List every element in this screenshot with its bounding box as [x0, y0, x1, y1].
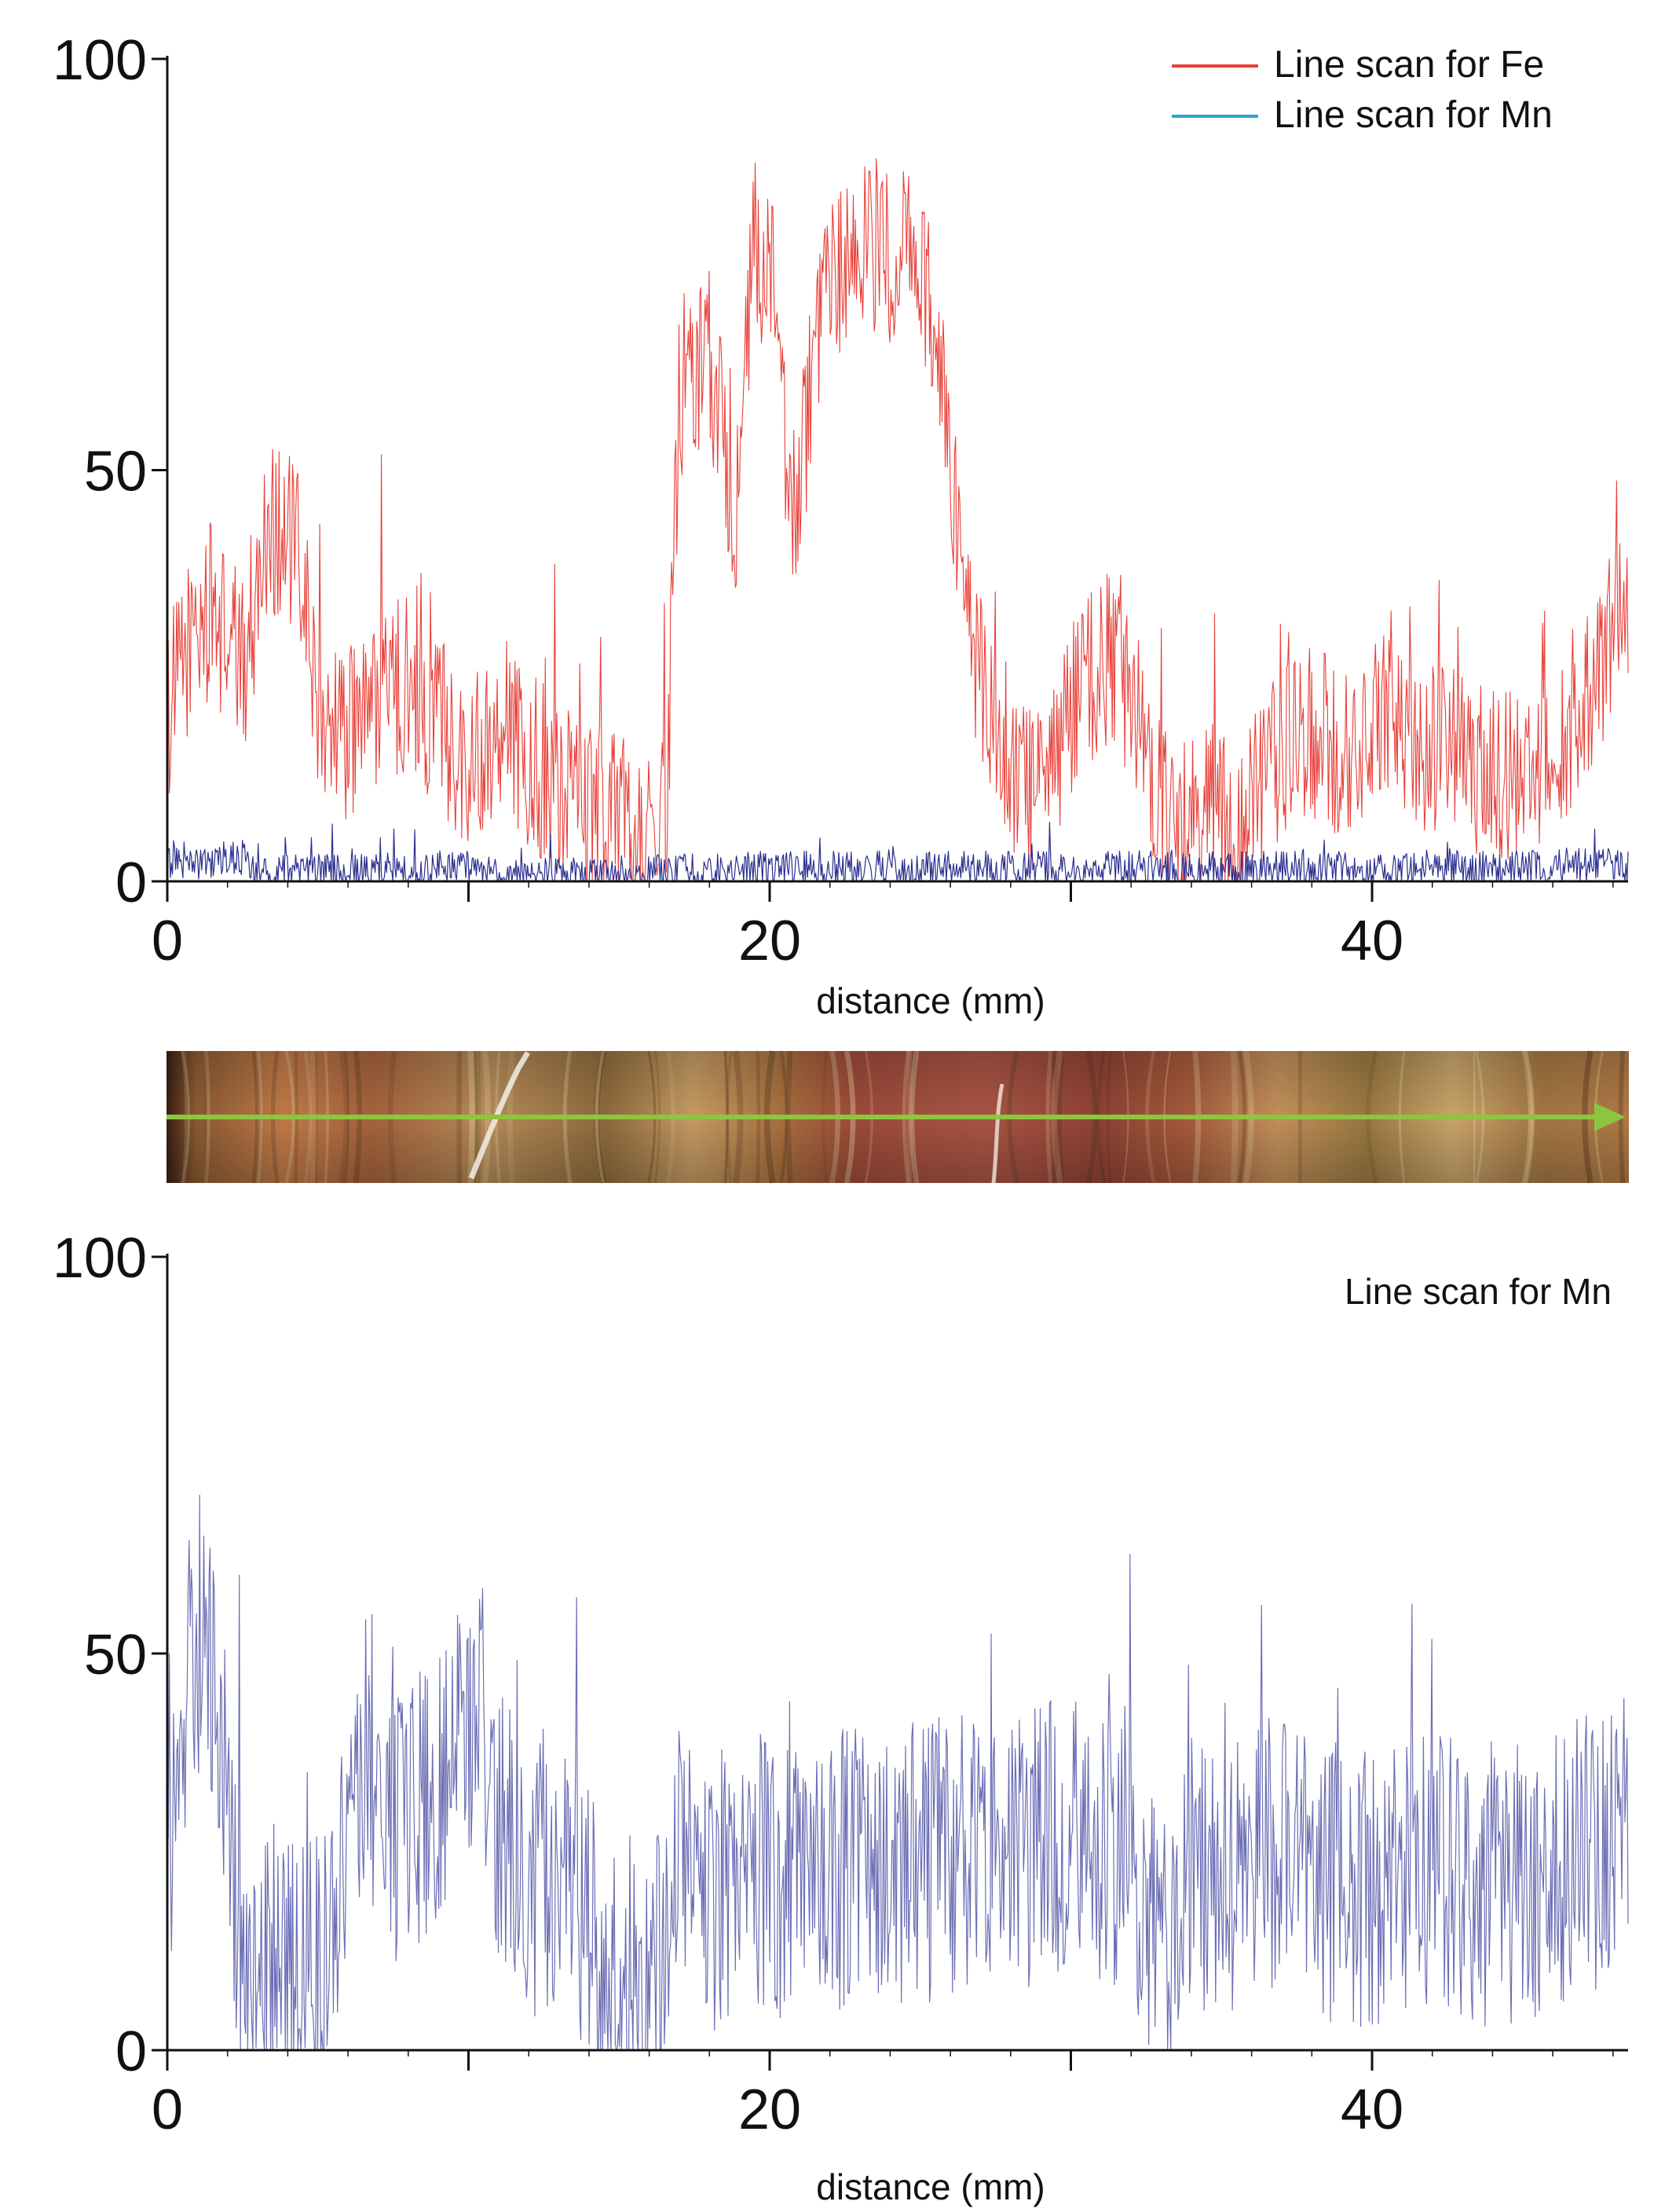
y-tick-label: 100 — [53, 1227, 147, 1290]
legend: Line scan for Fe Line scan for Mn — [1172, 44, 1553, 136]
x-axis-title: distance (mm) — [816, 980, 1045, 1021]
y-tick-label: 100 — [53, 29, 147, 92]
x-tick-label: 0 — [152, 2078, 183, 2141]
y-tick-label: 0 — [115, 2020, 147, 2083]
x-tick-label: 20 — [738, 910, 801, 972]
y-ticks: 0 50 100 — [53, 29, 167, 914]
x-tick-label: 40 — [1341, 910, 1403, 972]
sample-image-strip — [166, 1050, 1629, 1184]
x-axis-title: distance (mm) — [816, 2166, 1045, 2207]
x-ticks: 0 20 40 — [152, 2050, 1614, 2141]
x-ticks: 0 20 40 — [152, 881, 1614, 972]
legend-label-fe: Line scan for Fe — [1274, 44, 1544, 86]
x-tick-label: 0 — [152, 910, 183, 972]
chart-mn: 0 50 100 0 20 40 distance (mm) Line scan for… — [53, 1227, 1629, 2207]
scan-direction-arrow-head — [1594, 1103, 1626, 1131]
series-line-mn — [166, 822, 1629, 882]
y-ticks: 0 50 100 — [53, 1227, 167, 2083]
x-tick-label: 20 — [738, 2078, 801, 2141]
y-tick-label: 50 — [84, 441, 147, 504]
legend: Line scan for Mn — [1345, 1271, 1612, 1312]
sample-vein-2 — [991, 1083, 1004, 1184]
y-tick-label: 50 — [84, 1624, 147, 1686]
series-line-fe — [166, 158, 1629, 882]
series-line-mn-detail — [166, 1494, 1629, 2051]
y-tick-label: 0 — [115, 851, 147, 914]
legend-label-mn: Line scan for Mn — [1274, 94, 1553, 136]
x-tick-label: 40 — [1341, 2078, 1403, 2141]
chart-fe-mn: 0 50 100 0 20 40 distance (mm) Line scan for… — [53, 29, 1629, 1021]
legend-label-mn: Line scan for Mn — [1345, 1271, 1612, 1312]
